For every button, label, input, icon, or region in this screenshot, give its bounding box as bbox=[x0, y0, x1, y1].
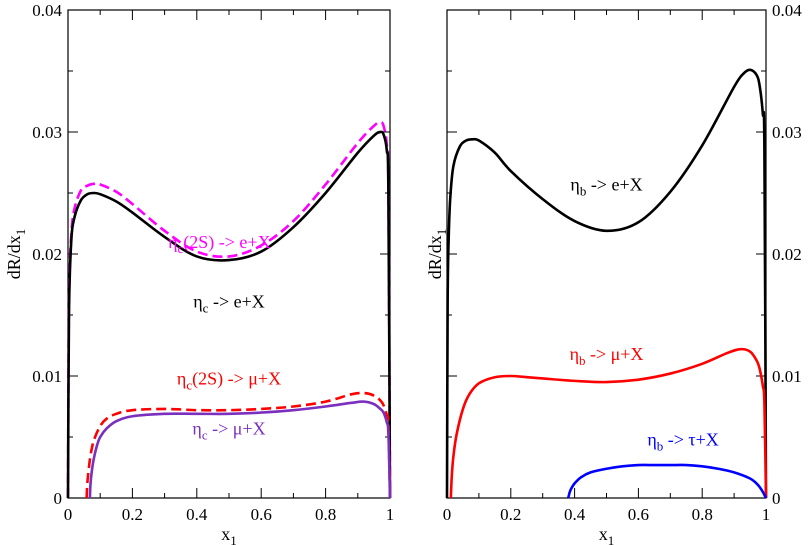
left-series-line-1 bbox=[66, 130, 392, 499]
right-annotation-sub: b bbox=[580, 184, 587, 199]
right-series-line-0 bbox=[445, 68, 768, 499]
right-y-axis-label-main: dR/dx bbox=[425, 235, 445, 279]
right-panel: 0 0.2 0.4 0.6 0.8 100.010.020.030.04x1dR/dx1η… bbox=[425, 1, 802, 545]
left-ytick-label: 0.01 bbox=[32, 367, 62, 386]
right-xtick-label: 0.4 bbox=[564, 505, 586, 524]
left-ytick-label: 0.03 bbox=[32, 123, 62, 142]
right-ytick-label: 0.03 bbox=[772, 123, 802, 142]
left-annotation-sub: c bbox=[186, 378, 192, 393]
right-ytick-label: 0.04 bbox=[772, 1, 802, 20]
left-annotation-symbol: η bbox=[193, 292, 202, 312]
left-series-line-0 bbox=[66, 120, 392, 499]
left-xtick-label: 0.6 bbox=[251, 505, 272, 524]
right-curve-annotation: ηb -> τ+X bbox=[647, 430, 718, 454]
left-ytick-label: 0 bbox=[54, 489, 63, 508]
right-xtick-label: 0 bbox=[443, 505, 452, 524]
right-curve-annotation: ηb -> μ+X bbox=[570, 344, 644, 368]
left-x-axis-label-main: x bbox=[221, 524, 230, 544]
right-annotation-sub: b bbox=[657, 439, 664, 454]
left-curve-annotation: ηc(2S) -> e+X bbox=[168, 232, 271, 256]
left-annotation-sub: c bbox=[178, 241, 184, 256]
right-curve-annotation: ηb -> e+X bbox=[570, 175, 642, 199]
right-series-line-2 bbox=[566, 463, 768, 499]
left-annotation-sub: c bbox=[203, 301, 209, 316]
right-y-axis-label-sub: 1 bbox=[434, 229, 449, 236]
right-annotation-text: -> e+X bbox=[586, 175, 642, 195]
left-series-line-2 bbox=[85, 391, 392, 499]
left-x-axis-label: x1 bbox=[221, 524, 237, 545]
right-xtick-label: 0.8 bbox=[692, 505, 713, 524]
right-ytick-label: 0 bbox=[772, 489, 781, 508]
left-annotation-symbol: η bbox=[168, 232, 177, 252]
left-y-axis-label: dR/dx1 bbox=[4, 229, 28, 280]
left-annotation-symbol: η bbox=[177, 369, 186, 389]
right-plot-frame bbox=[446, 9, 767, 499]
right-series-line-1 bbox=[449, 347, 768, 499]
right-annotation-sub: b bbox=[579, 353, 586, 368]
right-annotation-symbol: η bbox=[570, 344, 579, 364]
right-annotation-symbol: η bbox=[647, 430, 656, 450]
right-xtick-label: 1 bbox=[762, 505, 771, 524]
left-annotation-text: -> e+X bbox=[208, 292, 264, 312]
right-xtick-label: 0.6 bbox=[628, 505, 649, 524]
left-annotation-text: (2S) -> e+X bbox=[183, 232, 270, 253]
left-x-axis-label-sub: 1 bbox=[230, 533, 237, 545]
left-ytick-label: 0.04 bbox=[32, 1, 62, 20]
left-xtick-label: 0 bbox=[64, 505, 73, 524]
right-annotation-text: -> μ+X bbox=[585, 344, 643, 364]
left-xtick-label: 0.4 bbox=[186, 505, 208, 524]
right-ytick-label: 0.01 bbox=[772, 367, 802, 386]
left-annotation-symbol: η bbox=[192, 419, 201, 439]
right-x-axis-label-main: x bbox=[599, 524, 608, 544]
left-annotation-text: -> μ+X bbox=[208, 419, 266, 439]
left-xtick-label: 0.8 bbox=[315, 505, 336, 524]
left-series-line-3 bbox=[88, 400, 392, 499]
left-curve-annotation: ηc(2S) -> μ+X bbox=[177, 369, 281, 393]
left-xtick-label: 1 bbox=[386, 505, 395, 524]
left-annotation-text: (2S) -> μ+X bbox=[192, 369, 281, 390]
right-annotation-symbol: η bbox=[570, 175, 579, 195]
left-y-axis-label-sub: 1 bbox=[13, 229, 28, 236]
left-xtick-label: 0.2 bbox=[122, 505, 143, 524]
left-curve-annotation: ηc -> μ+X bbox=[192, 419, 265, 443]
right-y-axis-label: dR/dx1 bbox=[425, 229, 449, 280]
right-annotation-text: -> τ+X bbox=[663, 430, 719, 450]
left-ytick-label: 0.02 bbox=[32, 245, 62, 264]
right-x-axis-label: x1 bbox=[599, 524, 615, 545]
right-xtick-label: 0.2 bbox=[500, 505, 521, 524]
left-curve-annotation: ηc -> e+X bbox=[193, 292, 265, 316]
left-y-axis-label-main: dR/dx bbox=[4, 235, 24, 279]
right-x-axis-label-sub: 1 bbox=[608, 533, 615, 545]
left-annotation-sub: c bbox=[202, 428, 208, 443]
right-ytick-label: 0.02 bbox=[772, 245, 802, 264]
